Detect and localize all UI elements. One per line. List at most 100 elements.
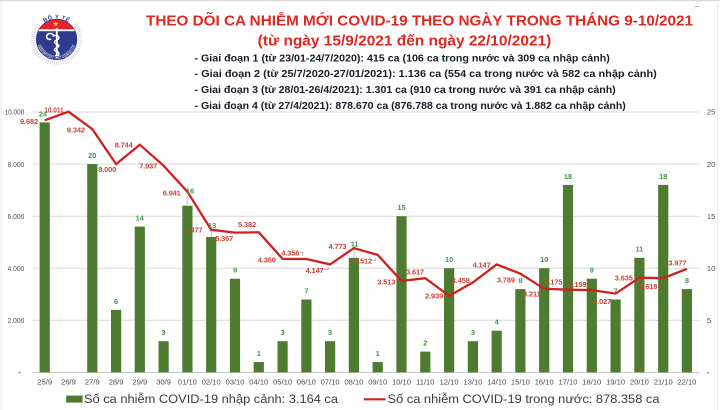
svg-text:4.147: 4.147	[473, 261, 491, 270]
svg-text:3: 3	[471, 328, 475, 337]
svg-text:13: 13	[208, 221, 216, 230]
svg-text:11: 11	[351, 240, 359, 249]
svg-text:12/10: 12/10	[440, 378, 459, 387]
svg-text:29/9: 29/9	[132, 378, 147, 387]
svg-text:8.744: 8.744	[115, 141, 134, 150]
svg-text:4.773: 4.773	[329, 242, 347, 251]
svg-text:5.367: 5.367	[215, 234, 233, 243]
svg-text:9.682: 9.682	[20, 117, 38, 126]
svg-text:3.458: 3.458	[452, 276, 470, 285]
svg-text:16: 16	[186, 187, 194, 196]
svg-text:3: 3	[328, 328, 332, 337]
svg-text:18: 18	[564, 172, 572, 181]
svg-text:6.000: 6.000	[8, 212, 25, 221]
svg-text:8.000: 8.000	[98, 165, 116, 174]
svg-text:8: 8	[685, 276, 689, 285]
svg-text:06/10: 06/10	[297, 378, 316, 387]
svg-text:6.941: 6.941	[163, 188, 181, 197]
svg-text:09/10: 09/10	[368, 378, 387, 387]
svg-text:13/10: 13/10	[463, 378, 482, 387]
svg-text:3.211: 3.211	[523, 289, 541, 298]
svg-text:4.000: 4.000	[8, 264, 25, 273]
svg-text:BỘ Y TẾ: BỘ Y TẾ	[42, 13, 71, 24]
svg-text:4.512: 4.512	[354, 257, 372, 266]
svg-text:5: 5	[707, 316, 711, 325]
svg-text:15/10: 15/10	[511, 378, 530, 387]
svg-text:7: 7	[304, 286, 308, 295]
svg-text:9: 9	[233, 266, 237, 275]
svg-text:21/10: 21/10	[654, 378, 673, 387]
svg-text:3.789: 3.789	[497, 276, 515, 285]
svg-text:3.159: 3.159	[568, 280, 586, 289]
svg-text:4.356: 4.356	[281, 249, 299, 258]
svg-text:20/10: 20/10	[630, 378, 649, 387]
svg-text:26/9: 26/9	[61, 378, 76, 387]
svg-text:5.477: 5.477	[185, 226, 203, 235]
svg-text:16/10: 16/10	[535, 378, 554, 387]
svg-text:3.175: 3.175	[544, 278, 562, 287]
svg-text:7.937: 7.937	[139, 162, 157, 171]
svg-text:7: 7	[614, 286, 618, 295]
svg-text:THEO DÕI CA NHIỄM MỚI COVID-19: THEO DÕI CA NHIỄM MỚI COVID-19 THEO NGÀY…	[146, 12, 693, 30]
svg-text:3.977: 3.977	[668, 259, 686, 268]
svg-text:4.147: 4.147	[306, 266, 324, 275]
svg-text:5.382: 5.382	[238, 220, 256, 229]
svg-text:4: 4	[495, 318, 500, 327]
svg-text:27/9: 27/9	[85, 378, 100, 387]
svg-text:9.342: 9.342	[67, 126, 85, 135]
svg-text:Số ca nhiễm COVID-19 nhập cảnh: Số ca nhiễm COVID-19 nhập cảnh: 3.164 ca	[84, 391, 338, 406]
svg-text:10: 10	[445, 255, 453, 264]
svg-text:3.618: 3.618	[639, 282, 657, 291]
svg-text:- Giai đoạn 3 (từ 28/01-26/4/2: - Giai đoạn 3 (từ 28/01-26/4/2021): 1.30…	[195, 85, 616, 96]
svg-text:2: 2	[423, 339, 427, 348]
svg-text:1: 1	[376, 349, 380, 358]
svg-text:11: 11	[635, 245, 643, 254]
svg-text:20: 20	[88, 151, 96, 160]
svg-text:10: 10	[540, 255, 548, 264]
svg-text:2.000: 2.000	[8, 316, 25, 325]
svg-text:14/10: 14/10	[487, 378, 506, 387]
svg-text:25: 25	[707, 108, 715, 117]
svg-text:- Giai đoạn 1 (từ 23/01-24/7/2: - Giai đoạn 1 (từ 23/01-24/7/2020): 415 …	[195, 53, 610, 64]
svg-text:1: 1	[257, 349, 261, 358]
svg-text:02/10: 02/10	[202, 378, 221, 387]
svg-text:10.000: 10.000	[5, 108, 25, 117]
svg-text:17/10: 17/10	[558, 378, 577, 387]
svg-text:8: 8	[518, 276, 522, 285]
svg-text:04/10: 04/10	[249, 378, 268, 387]
svg-text:03/10: 03/10	[225, 378, 244, 387]
svg-text:11/10: 11/10	[416, 378, 434, 387]
svg-text:3: 3	[162, 328, 166, 337]
svg-text:07/10: 07/10	[321, 378, 340, 387]
svg-text:30/9: 30/9	[156, 378, 171, 387]
svg-text:(từ ngày 15/9/2021 đến ngày 22: (từ ngày 15/9/2021 đến ngày 22/10/2021)	[258, 33, 552, 50]
svg-text:6: 6	[114, 297, 118, 306]
svg-text:18/10: 18/10	[582, 378, 601, 387]
svg-text:4.360: 4.360	[258, 255, 276, 264]
svg-text:05/10: 05/10	[273, 378, 292, 387]
svg-text:22/10: 22/10	[677, 378, 696, 387]
svg-text:08/10: 08/10	[344, 378, 363, 387]
svg-text:14: 14	[136, 214, 145, 223]
svg-text:3.027: 3.027	[593, 297, 611, 306]
svg-text:15: 15	[397, 203, 405, 212]
svg-text:- Giai đoạn 2 (từ 25/7/2020-27: - Giai đoạn 2 (từ 25/7/2020-27/01/2021):…	[195, 69, 657, 80]
svg-text:28/9: 28/9	[109, 378, 124, 387]
svg-text:24: 24	[39, 109, 48, 118]
svg-text:3.513: 3.513	[377, 277, 395, 286]
svg-text:20: 20	[707, 160, 715, 169]
svg-text:19/10: 19/10	[606, 378, 625, 387]
svg-text:- Giai đoạn 4 (từ 27/4/2021):: - Giai đoạn 4 (từ 27/4/2021): 878.670 ca…	[195, 101, 626, 112]
svg-text:25/9: 25/9	[37, 378, 52, 387]
svg-text:15: 15	[707, 212, 715, 221]
svg-text:01/10: 01/10	[178, 378, 197, 387]
svg-text:Số ca nhiễm COVID-19 trong nướ: Số ca nhiễm COVID-19 trong nước: 878.358…	[388, 391, 660, 406]
svg-text:9: 9	[590, 266, 594, 275]
svg-text:10: 10	[707, 264, 715, 273]
svg-text:3: 3	[281, 328, 285, 337]
svg-text:2.939: 2.939	[425, 292, 443, 301]
svg-text:18: 18	[659, 172, 667, 181]
svg-text:8.000: 8.000	[8, 160, 25, 169]
svg-text:10/10: 10/10	[392, 378, 411, 387]
svg-text:3.617: 3.617	[406, 268, 424, 277]
